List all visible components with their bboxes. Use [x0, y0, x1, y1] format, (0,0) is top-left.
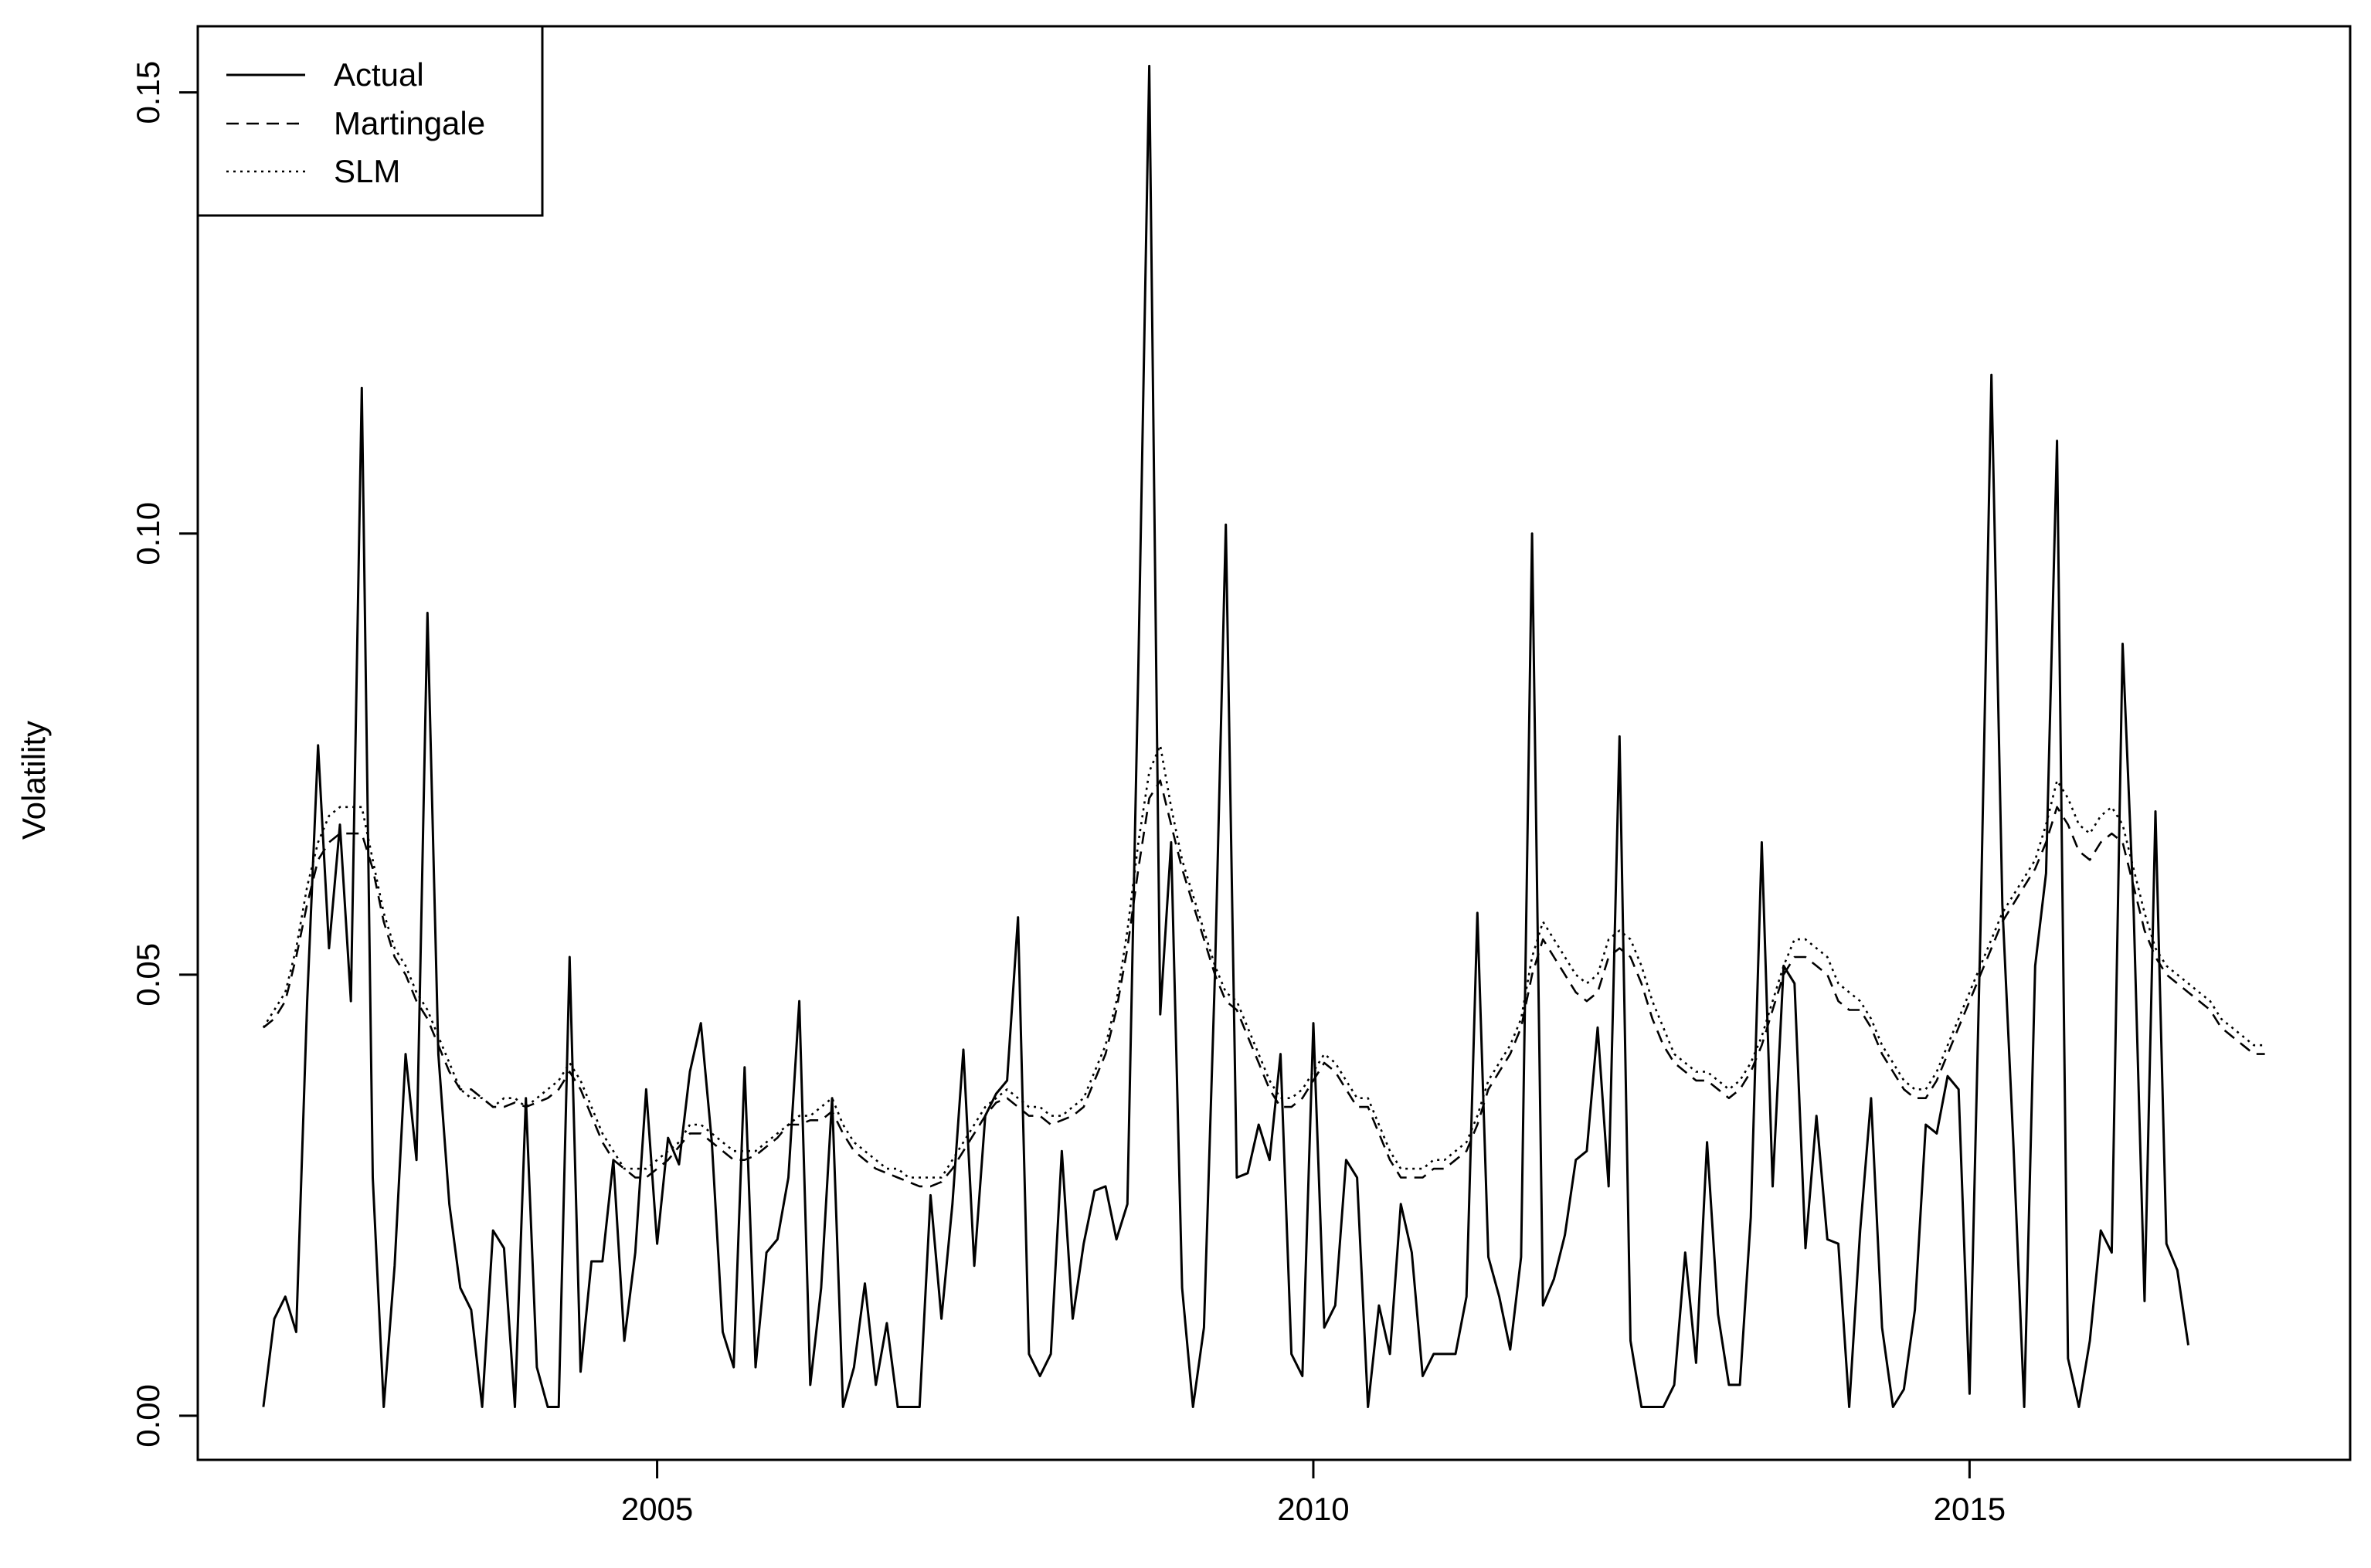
- legend-label-martingale: Martingale: [334, 105, 485, 141]
- y-tick-label-0.15: 0.15: [130, 61, 166, 124]
- series-line-actual: [262, 64, 2189, 1408]
- legend: Actual Martingale SLM: [196, 25, 544, 217]
- series-line-martingale: [263, 779, 2265, 1188]
- x-tick-label-2010: 2010: [1277, 1491, 1349, 1527]
- series-line-slm: [262, 744, 2265, 1179]
- x-axis: 2005 2010 2015: [621, 1460, 2006, 1527]
- legend-label-slm: SLM: [334, 153, 400, 189]
- y-tick-label-0.00: 0.00: [130, 1384, 166, 1448]
- legend-label-actual: Actual: [334, 56, 424, 93]
- x-tick-label-2015: 2015: [1934, 1491, 2006, 1527]
- y-tick-label-0.05: 0.05: [130, 943, 166, 1006]
- x-tick-label-2005: 2005: [621, 1491, 693, 1527]
- series-layer: [262, 64, 2265, 1408]
- plot-frame: [196, 25, 2352, 1461]
- y-axis-label: Volatility: [15, 721, 52, 840]
- y-axis: 0.00 0.05 0.10 0.15: [130, 61, 198, 1448]
- y-tick-label-0.10: 0.10: [130, 502, 166, 565]
- legend-box: [196, 25, 544, 217]
